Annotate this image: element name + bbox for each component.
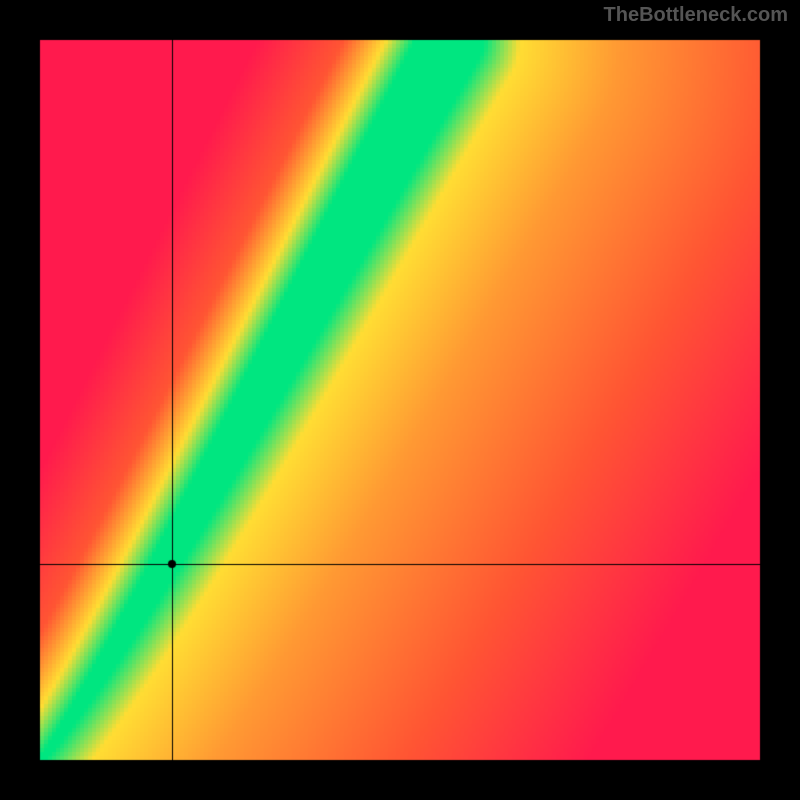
watermark-text: TheBottleneck.com bbox=[604, 4, 788, 27]
chart-container: TheBottleneck.com bbox=[0, 0, 800, 800]
heatmap-canvas bbox=[0, 0, 800, 800]
